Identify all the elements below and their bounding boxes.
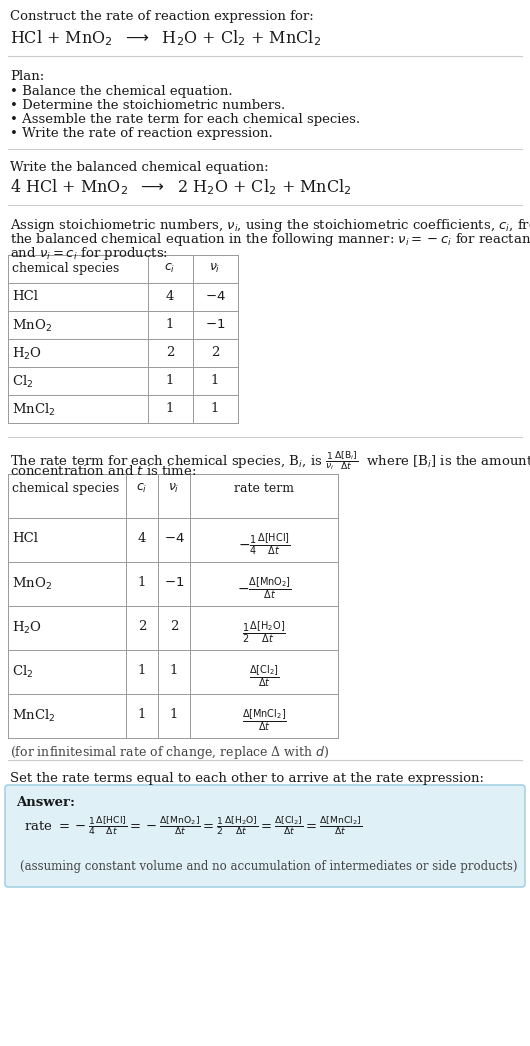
Text: Cl$_2$: Cl$_2$ <box>12 374 33 390</box>
Text: • Write the rate of reaction expression.: • Write the rate of reaction expression. <box>10 127 273 140</box>
Text: $\frac{\Delta[\mathrm{MnCl_2}]}{\Delta t}$: $\frac{\Delta[\mathrm{MnCl_2}]}{\Delta t… <box>242 707 287 733</box>
Text: and $\nu_i = c_i$ for products:: and $\nu_i = c_i$ for products: <box>10 245 168 262</box>
Text: • Balance the chemical equation.: • Balance the chemical equation. <box>10 85 233 98</box>
Text: $-1$: $-1$ <box>164 576 184 589</box>
Text: 2: 2 <box>211 346 219 359</box>
Text: 1: 1 <box>166 374 174 387</box>
Text: Plan:: Plan: <box>10 70 44 83</box>
Text: 4: 4 <box>138 532 146 545</box>
Text: Assign stoichiometric numbers, $\nu_i$, using the stoichiometric coefficients, $: Assign stoichiometric numbers, $\nu_i$, … <box>10 217 530 234</box>
Text: Construct the rate of reaction expression for:: Construct the rate of reaction expressio… <box>10 10 314 23</box>
Text: chemical species: chemical species <box>12 262 119 275</box>
Text: 2: 2 <box>166 346 174 359</box>
Text: concentration and $t$ is time:: concentration and $t$ is time: <box>10 464 197 478</box>
Text: H$_2$O: H$_2$O <box>12 620 42 636</box>
Text: $\nu_i$: $\nu_i$ <box>169 482 180 495</box>
Text: MnCl$_2$: MnCl$_2$ <box>12 402 56 418</box>
Text: • Determine the stoichiometric numbers.: • Determine the stoichiometric numbers. <box>10 99 285 112</box>
Text: MnCl$_2$: MnCl$_2$ <box>12 708 56 724</box>
Text: $-1$: $-1$ <box>205 318 225 331</box>
Text: HCl: HCl <box>12 532 38 545</box>
Text: $-\frac{1}{4}\frac{\Delta[\mathrm{HCl}]}{\Delta t}$: $-\frac{1}{4}\frac{\Delta[\mathrm{HCl}]}… <box>238 531 290 556</box>
Text: $-4$: $-4$ <box>164 532 184 545</box>
Text: • Assemble the rate term for each chemical species.: • Assemble the rate term for each chemic… <box>10 113 360 126</box>
Text: 2: 2 <box>170 620 178 633</box>
Text: MnO$_2$: MnO$_2$ <box>12 576 52 592</box>
Text: 4: 4 <box>166 290 174 303</box>
Text: MnO$_2$: MnO$_2$ <box>12 318 52 334</box>
Text: $-4$: $-4$ <box>205 290 225 303</box>
FancyBboxPatch shape <box>5 784 525 887</box>
Text: 1: 1 <box>170 708 178 721</box>
Text: $-\frac{\Delta[\mathrm{MnO_2}]}{\Delta t}$: $-\frac{\Delta[\mathrm{MnO_2}]}{\Delta t… <box>236 575 292 600</box>
Text: HCl + MnO$_2$  $\longrightarrow$  H$_2$O + Cl$_2$ + MnCl$_2$: HCl + MnO$_2$ $\longrightarrow$ H$_2$O +… <box>10 28 321 48</box>
Text: Set the rate terms equal to each other to arrive at the rate expression:: Set the rate terms equal to each other t… <box>10 772 484 784</box>
Text: 1: 1 <box>170 664 178 677</box>
Text: Write the balanced chemical equation:: Write the balanced chemical equation: <box>10 161 269 174</box>
Text: 1: 1 <box>166 402 174 415</box>
Text: the balanced chemical equation in the following manner: $\nu_i = -c_i$ for react: the balanced chemical equation in the fo… <box>10 231 530 248</box>
Text: $\nu_i$: $\nu_i$ <box>209 262 220 275</box>
Text: rate term: rate term <box>234 482 294 495</box>
Text: 1: 1 <box>211 374 219 387</box>
Text: 1: 1 <box>138 576 146 589</box>
Text: 1: 1 <box>166 318 174 331</box>
Text: chemical species: chemical species <box>12 482 119 495</box>
Text: $\frac{1}{2}\frac{\Delta[\mathrm{H_2O}]}{\Delta t}$: $\frac{1}{2}\frac{\Delta[\mathrm{H_2O}]}… <box>242 619 286 644</box>
Text: rate $= -\frac{1}{4}\frac{\Delta[\mathrm{HCl}]}{\Delta t} = -\frac{\Delta[\mathr: rate $= -\frac{1}{4}\frac{\Delta[\mathrm… <box>24 814 363 837</box>
Text: 1: 1 <box>138 708 146 721</box>
Text: Cl$_2$: Cl$_2$ <box>12 664 33 680</box>
Text: $\frac{\Delta[\mathrm{Cl_2}]}{\Delta t}$: $\frac{\Delta[\mathrm{Cl_2}]}{\Delta t}$ <box>249 663 279 688</box>
Text: H$_2$O: H$_2$O <box>12 346 42 362</box>
Text: $c_i$: $c_i$ <box>164 262 175 275</box>
Text: HCl: HCl <box>12 290 38 303</box>
Text: (assuming constant volume and no accumulation of intermediates or side products): (assuming constant volume and no accumul… <box>20 860 517 873</box>
Text: (for infinitesimal rate of change, replace Δ with $d$): (for infinitesimal rate of change, repla… <box>10 744 330 761</box>
Text: 1: 1 <box>138 664 146 677</box>
Text: 1: 1 <box>211 402 219 415</box>
Text: The rate term for each chemical species, B$_i$, is $\frac{1}{\nu_i}\frac{\Delta[: The rate term for each chemical species,… <box>10 449 530 472</box>
Text: 2: 2 <box>138 620 146 633</box>
Text: Answer:: Answer: <box>16 796 75 809</box>
Text: $c_i$: $c_i$ <box>136 482 148 495</box>
Text: 4 HCl + MnO$_2$  $\longrightarrow$  2 H$_2$O + Cl$_2$ + MnCl$_2$: 4 HCl + MnO$_2$ $\longrightarrow$ 2 H$_2… <box>10 177 352 197</box>
